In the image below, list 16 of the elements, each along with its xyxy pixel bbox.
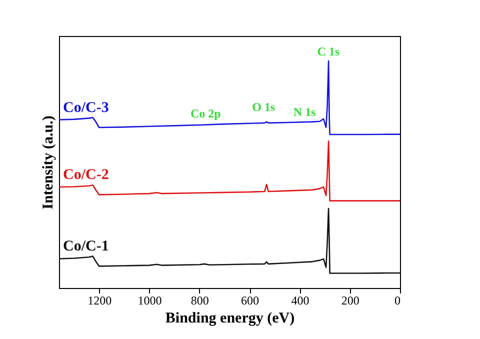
x-tick-label: 200 <box>341 294 360 308</box>
x-axis-title: Binding energy (eV) <box>165 310 295 326</box>
text: C 1s <box>317 44 340 59</box>
x-tick-label: 800 <box>190 294 209 308</box>
x-tick-label: 1200 <box>88 294 112 308</box>
annotation: N 1s <box>293 105 316 120</box>
annotation: Co 2p <box>190 106 222 120</box>
y-axis-title: Intensity (a.u.) <box>40 116 56 210</box>
series-label: Co/C-3 <box>63 100 109 116</box>
x-tick-label: 1000 <box>138 294 162 308</box>
x-tick-label: 400 <box>291 294 310 308</box>
series-label: Co/C-1 <box>63 238 109 255</box>
x-tick-label: 0 <box>394 294 400 308</box>
series-label: Co/C-2 <box>63 166 109 183</box>
annotation: O 1s <box>252 100 276 114</box>
x-tick-label: 600 <box>241 294 260 308</box>
